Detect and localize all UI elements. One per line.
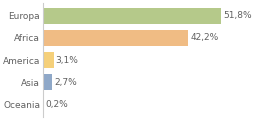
Text: 42,2%: 42,2%	[190, 33, 219, 42]
Bar	[43, 52, 53, 68]
Text: 2,7%: 2,7%	[54, 78, 77, 87]
Bar	[43, 8, 221, 24]
Text: 0,2%: 0,2%	[46, 99, 68, 108]
Text: 51,8%: 51,8%	[223, 12, 252, 21]
Bar	[43, 74, 52, 90]
Bar	[43, 30, 188, 46]
Bar	[43, 96, 44, 112]
Text: 3,1%: 3,1%	[56, 55, 79, 65]
